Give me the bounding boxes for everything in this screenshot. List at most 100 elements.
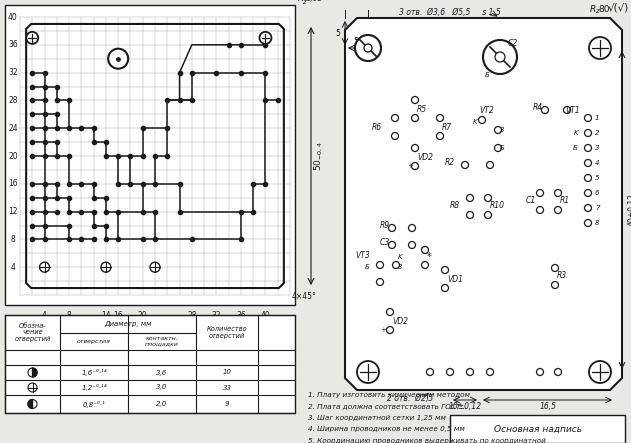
Text: 2,0: 2,0 xyxy=(156,401,168,407)
Text: 16: 16 xyxy=(8,179,18,188)
Bar xyxy=(450,415,625,443)
Text: 8: 8 xyxy=(11,235,15,244)
Circle shape xyxy=(387,326,394,334)
Text: C1: C1 xyxy=(526,195,536,205)
Circle shape xyxy=(536,206,543,214)
Text: 2. Плата должна соответствовать ГОСТ...: 2. Плата должна соответствовать ГОСТ... xyxy=(308,404,467,409)
Circle shape xyxy=(377,279,384,285)
Circle shape xyxy=(466,194,473,202)
Text: VT2: VT2 xyxy=(480,105,494,114)
Circle shape xyxy=(422,246,428,253)
Text: 32: 32 xyxy=(8,68,18,77)
Circle shape xyxy=(411,163,418,170)
Text: 50$_{-0,4}$: 50$_{-0,4}$ xyxy=(313,141,325,171)
Text: 7: 7 xyxy=(595,205,599,211)
Text: 3,6: 3,6 xyxy=(156,369,168,376)
Text: Обозна-
чение
отверстий: Обозна- чение отверстий xyxy=(15,323,50,342)
Text: R9: R9 xyxy=(380,221,390,229)
Circle shape xyxy=(391,132,399,140)
Text: 4: 4 xyxy=(595,160,599,166)
Circle shape xyxy=(466,211,473,218)
Bar xyxy=(5,5,295,305)
Text: 24: 24 xyxy=(8,124,18,133)
Circle shape xyxy=(536,190,543,197)
Text: 12: 12 xyxy=(8,207,18,216)
Text: 1. Плату изготовить химическим методом: 1. Плату изготовить химическим методом xyxy=(308,392,470,398)
Circle shape xyxy=(411,97,418,104)
Text: VD2: VD2 xyxy=(417,152,433,162)
Text: R3: R3 xyxy=(557,271,567,280)
Text: 1: 1 xyxy=(595,115,599,121)
Text: 2 отв.  Ø2,5: 2 отв. Ø2,5 xyxy=(387,393,433,403)
Circle shape xyxy=(391,114,399,121)
Text: 3,0: 3,0 xyxy=(156,385,168,390)
Text: VT3: VT3 xyxy=(355,250,370,260)
Text: R7: R7 xyxy=(442,123,452,132)
Circle shape xyxy=(563,106,570,113)
Text: R10: R10 xyxy=(490,201,505,210)
Circle shape xyxy=(495,52,505,62)
Text: √(√): √(√) xyxy=(608,2,629,12)
Circle shape xyxy=(555,369,562,376)
Circle shape xyxy=(551,281,558,288)
Text: 8: 8 xyxy=(67,311,71,320)
Text: VD1: VD1 xyxy=(447,275,463,284)
Circle shape xyxy=(28,368,37,377)
Text: 6: 6 xyxy=(595,190,599,196)
Text: 9: 9 xyxy=(225,401,229,407)
Text: 33: 33 xyxy=(223,385,232,390)
Circle shape xyxy=(589,361,611,383)
Circle shape xyxy=(427,369,433,376)
Text: R2: R2 xyxy=(445,158,455,167)
Text: 2: 2 xyxy=(595,130,599,136)
Text: *: * xyxy=(427,252,432,262)
Circle shape xyxy=(584,144,591,152)
Circle shape xyxy=(485,194,492,202)
Circle shape xyxy=(584,219,591,226)
Text: Основная надпись: Основная надпись xyxy=(493,424,582,434)
Circle shape xyxy=(422,261,428,268)
Circle shape xyxy=(551,264,558,272)
Text: Б: Б xyxy=(500,145,505,151)
Polygon shape xyxy=(345,18,622,390)
Text: 20: 20 xyxy=(138,311,148,320)
Text: 3. Шаг координатной сетки 1,25 мм: 3. Шаг координатной сетки 1,25 мм xyxy=(308,415,446,421)
Circle shape xyxy=(487,369,493,376)
Text: Б: Б xyxy=(573,145,578,151)
Text: K: K xyxy=(398,254,403,260)
Circle shape xyxy=(437,132,444,140)
Text: 3 отв.  Ø3,6   Ø5,5     s 1,5: 3 отв. Ø3,6 Ø5,5 s 1,5 xyxy=(399,8,501,16)
Text: R8: R8 xyxy=(450,201,460,210)
Circle shape xyxy=(27,32,38,44)
Circle shape xyxy=(555,206,562,214)
Circle shape xyxy=(377,261,384,268)
Circle shape xyxy=(495,127,502,133)
Circle shape xyxy=(355,35,381,61)
Circle shape xyxy=(485,211,492,218)
Text: R5: R5 xyxy=(417,105,427,113)
Circle shape xyxy=(40,262,50,272)
Text: 16: 16 xyxy=(114,311,123,320)
Circle shape xyxy=(536,369,543,376)
Circle shape xyxy=(408,225,415,232)
Circle shape xyxy=(466,369,473,376)
Text: VD2: VD2 xyxy=(392,316,408,326)
Circle shape xyxy=(483,40,517,74)
Polygon shape xyxy=(33,368,37,377)
Circle shape xyxy=(437,114,444,121)
Text: Количество
отверстий: Количество отверстий xyxy=(207,326,247,339)
Text: 20: 20 xyxy=(8,152,18,160)
Text: 40±0,12: 40±0,12 xyxy=(628,194,631,226)
Text: R: R xyxy=(590,5,596,14)
Text: R: R xyxy=(298,0,304,3)
Text: 50$_{-0,4}$: 50$_{-0,4}$ xyxy=(139,335,171,350)
Circle shape xyxy=(442,267,449,273)
Text: 1,2⁻⁰·¹⁴: 1,2⁻⁰·¹⁴ xyxy=(81,384,107,391)
Polygon shape xyxy=(28,400,33,408)
Text: 0,8⁻⁰·¹: 0,8⁻⁰·¹ xyxy=(83,400,105,408)
Circle shape xyxy=(541,106,548,113)
Circle shape xyxy=(108,49,128,69)
Circle shape xyxy=(555,190,562,197)
Circle shape xyxy=(150,262,160,272)
Text: R6: R6 xyxy=(372,123,382,132)
